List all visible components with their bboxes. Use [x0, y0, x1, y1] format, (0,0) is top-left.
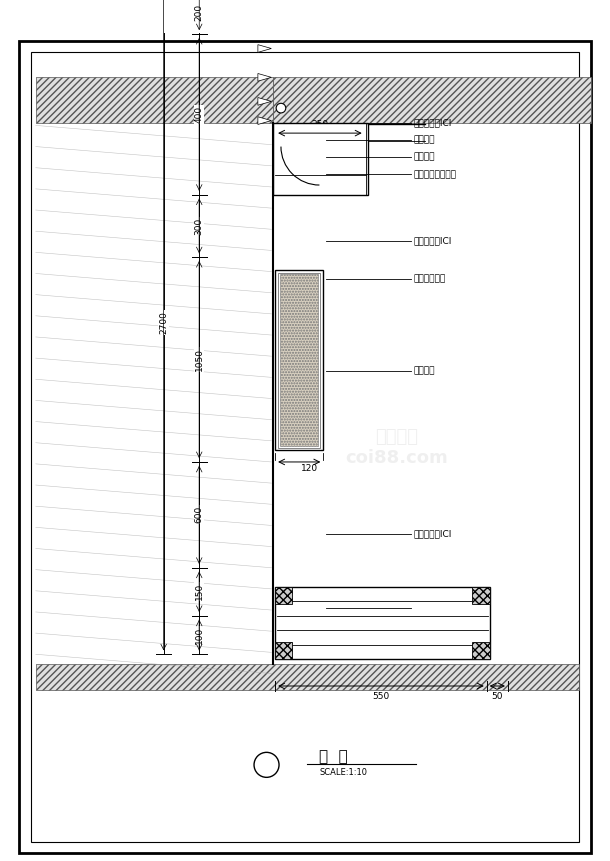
- Bar: [273, 123, 367, 195]
- Bar: [36, 77, 273, 123]
- Text: 土木在线
coi88.com: 土木在线 coi88.com: [345, 428, 448, 467]
- Text: 50: 50: [492, 691, 503, 701]
- Polygon shape: [258, 97, 271, 105]
- Circle shape: [276, 103, 285, 113]
- Bar: [472, 587, 490, 604]
- Bar: [275, 641, 293, 659]
- Text: 300: 300: [195, 217, 204, 234]
- Bar: [275, 587, 490, 659]
- Text: 2700: 2700: [159, 311, 168, 334]
- Text: 550: 550: [372, 691, 390, 701]
- Text: 1050: 1050: [195, 348, 204, 371]
- Text: SCALE:1:10: SCALE:1:10: [320, 768, 367, 777]
- Text: 胡桃木格: 胡桃木格: [414, 597, 435, 606]
- Bar: [273, 77, 590, 123]
- Text: 150: 150: [195, 583, 204, 600]
- Text: 不锈钢中页及螺栓: 不锈钢中页及螺栓: [414, 170, 457, 179]
- Text: 墙面油白色ICI: 墙面油白色ICI: [414, 236, 452, 245]
- Bar: [472, 641, 490, 659]
- Text: 天花油白色ICI: 天花油白色ICI: [414, 118, 452, 127]
- Text: 400: 400: [195, 106, 204, 123]
- Text: 富滋清漆: 富滋清漆: [414, 610, 435, 619]
- Polygon shape: [258, 117, 271, 125]
- Bar: [275, 587, 293, 604]
- Text: 墙面油白色ICI: 墙面油白色ICI: [414, 530, 452, 539]
- Text: 600: 600: [195, 506, 204, 523]
- Polygon shape: [258, 45, 271, 53]
- Text: 暗藏灯管: 暗藏灯管: [414, 135, 435, 145]
- Text: 龙骨焊制框架: 龙骨焊制框架: [414, 275, 446, 284]
- Bar: [278, 273, 320, 448]
- Text: 100: 100: [195, 627, 204, 644]
- Text: 详  图: 详 图: [320, 750, 348, 765]
- Polygon shape: [258, 73, 271, 81]
- Bar: [280, 275, 318, 446]
- Bar: [275, 269, 323, 450]
- Circle shape: [254, 753, 279, 777]
- Text: 250: 250: [312, 121, 329, 129]
- Text: 200: 200: [195, 3, 204, 21]
- Text: a: a: [264, 760, 270, 770]
- Text: 有放玻璃: 有放玻璃: [414, 152, 435, 162]
- Bar: [36, 664, 579, 690]
- Text: 120: 120: [301, 464, 318, 473]
- Text: 澳洲砂岩: 澳洲砂岩: [414, 366, 435, 375]
